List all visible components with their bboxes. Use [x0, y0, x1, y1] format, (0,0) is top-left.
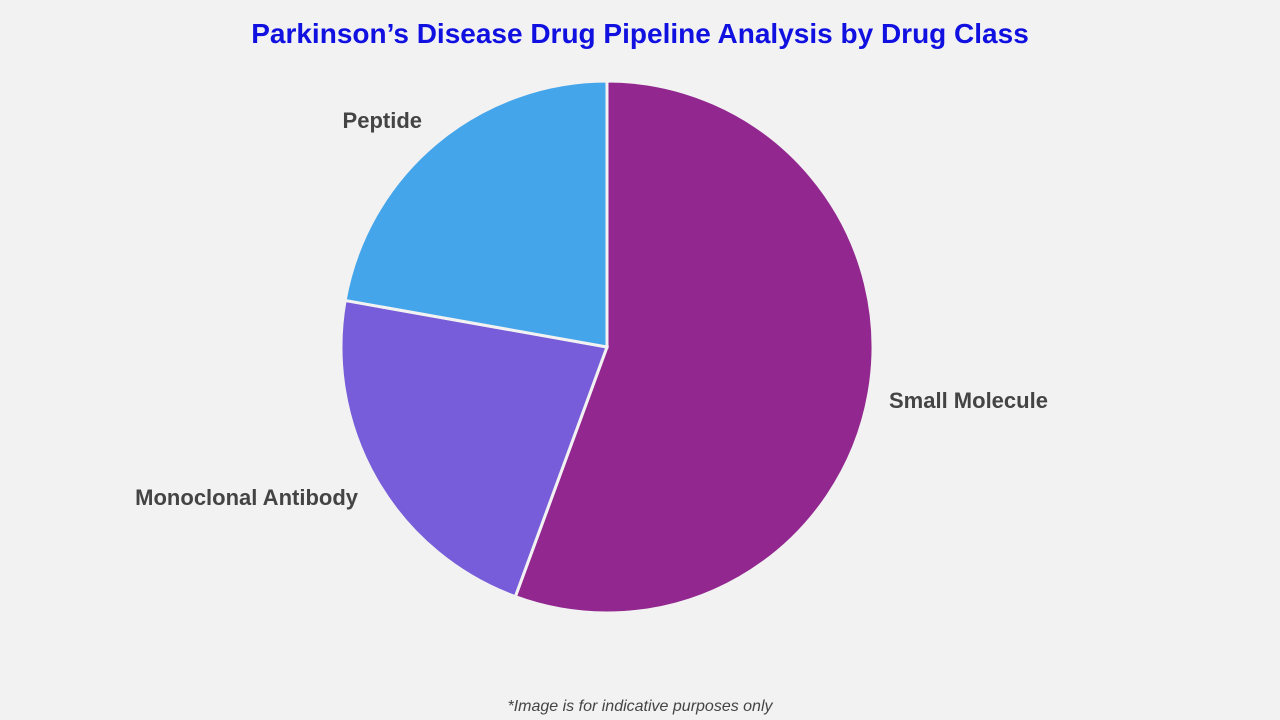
pie-slice-monoclonal-antibody: [339, 298, 610, 599]
chart-title: Parkinson’s Disease Drug Pipeline Analys…: [251, 18, 1029, 49]
pie-slice-small-molecule: [513, 79, 875, 615]
slice-label: Peptide: [343, 108, 422, 133]
footnote: *Image is for indicative purposes only: [507, 698, 773, 715]
slice-label: Small Molecule: [889, 388, 1048, 413]
slice-label: Monoclonal Antibody: [135, 485, 359, 510]
pie-slice-peptide: [343, 79, 609, 349]
